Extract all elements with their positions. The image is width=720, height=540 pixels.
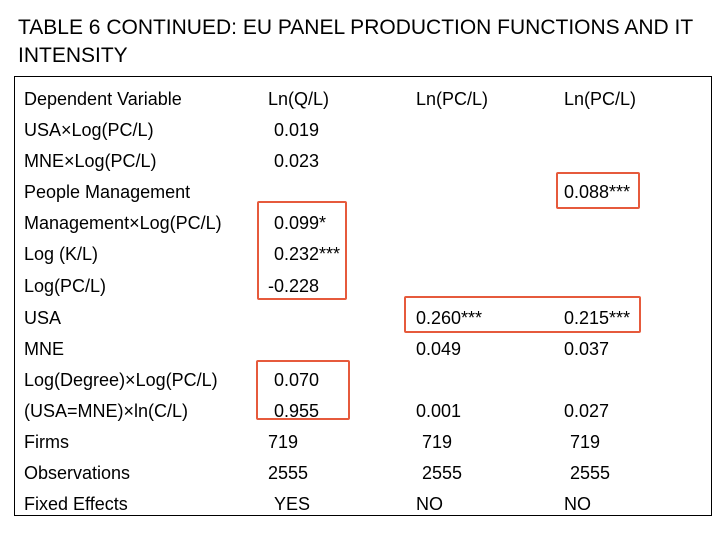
row-value-col-1: YES bbox=[274, 494, 311, 514]
row-value-col-3: 2555 bbox=[570, 463, 611, 483]
header-dependent-variable: Dependent Variable bbox=[24, 89, 182, 109]
row-label: USA bbox=[24, 308, 62, 328]
row-value-col-2: 0.001 bbox=[416, 401, 462, 421]
row-value-col-2: 0.049 bbox=[416, 339, 462, 359]
row-label: Firms bbox=[24, 432, 69, 452]
header-col-2: Ln(PC/L) bbox=[416, 89, 489, 109]
row-label: Management×Log(PC/L) bbox=[24, 213, 222, 233]
row-value-col-2: NO bbox=[416, 494, 443, 514]
header-col-1: Ln(Q/L) bbox=[268, 89, 330, 109]
highlight-management-interaction-block bbox=[257, 201, 347, 300]
row-label: (USA=MNE)×ln(C/L) bbox=[24, 401, 189, 421]
row-value-col-1: 719 bbox=[268, 432, 299, 452]
row-label: MNE×Log(PC/L) bbox=[24, 151, 157, 171]
row-value-col-1: 0.070 bbox=[274, 370, 320, 390]
header-col-3: Ln(PC/L) bbox=[564, 89, 637, 109]
row-value-col-1: -0.228 bbox=[268, 276, 320, 296]
row-label: Log (K/L) bbox=[24, 244, 99, 264]
row-value-col-3: 0.215*** bbox=[564, 308, 631, 328]
highlight-degree-interaction bbox=[256, 360, 350, 420]
row-label: MNE bbox=[24, 339, 64, 359]
row-value-col-3: NO bbox=[564, 494, 591, 514]
highlight-usa-effects bbox=[404, 296, 641, 333]
row-value-col-1: 0.232*** bbox=[274, 244, 341, 264]
row-label: Observations bbox=[24, 463, 131, 483]
row-label: Log(PC/L) bbox=[24, 276, 107, 296]
results-table bbox=[14, 76, 712, 516]
row-value-col-3: 0.037 bbox=[564, 339, 610, 359]
row-label: USA×Log(PC/L) bbox=[24, 120, 154, 140]
row-value-col-1: 2555 bbox=[268, 463, 309, 483]
row-label: People Management bbox=[24, 182, 191, 202]
row-value-col-1: 0.099* bbox=[274, 213, 327, 233]
row-value-col-2: 719 bbox=[422, 432, 453, 452]
row-value-col-1: 0.023 bbox=[274, 151, 320, 171]
row-label: Fixed Effects bbox=[24, 494, 128, 514]
highlight-people-management-effect bbox=[556, 172, 640, 209]
row-value-col-3: 719 bbox=[570, 432, 601, 452]
row-label: Log(Degree)×Log(PC/L) bbox=[24, 370, 218, 390]
slide-title: TABLE 6 CONTINUED: EU PANEL PRODUCTION F… bbox=[18, 16, 693, 67]
row-value-col-3: 0.027 bbox=[564, 401, 610, 421]
row-value-col-2: 0.260*** bbox=[416, 308, 483, 328]
row-value-col-1: 0.019 bbox=[274, 120, 320, 140]
row-value-col-3: 0.088*** bbox=[564, 182, 631, 202]
row-value-col-1: 0.955 bbox=[274, 401, 320, 421]
row-value-col-2: 2555 bbox=[422, 463, 463, 483]
